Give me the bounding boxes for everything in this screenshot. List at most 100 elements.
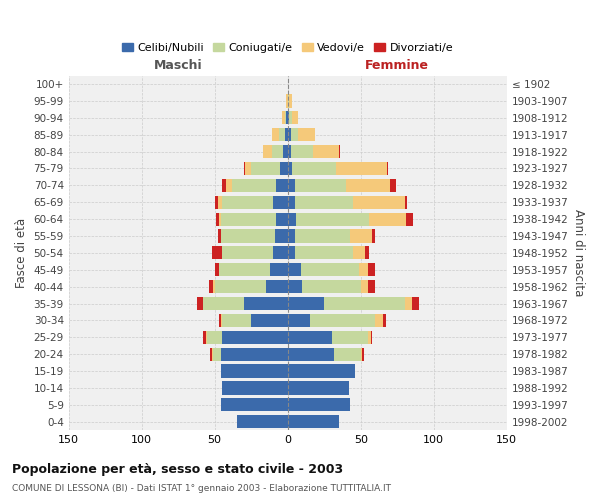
Legend: Celibi/Nubili, Coniugati/e, Vedovi/e, Divorziati/e: Celibi/Nubili, Coniugati/e, Vedovi/e, Di… xyxy=(118,38,458,58)
Bar xyxy=(219,314,221,327)
Bar xyxy=(276,212,287,226)
Bar xyxy=(290,145,313,158)
Bar xyxy=(251,314,287,327)
Bar xyxy=(272,128,279,141)
Bar xyxy=(353,246,365,260)
Bar xyxy=(339,145,340,158)
Bar xyxy=(368,280,376,293)
Bar xyxy=(295,179,346,192)
Bar xyxy=(285,128,287,141)
Bar xyxy=(272,145,283,158)
Bar xyxy=(302,280,361,293)
Bar xyxy=(287,297,324,310)
Bar xyxy=(287,415,339,428)
Bar xyxy=(273,196,287,209)
Bar xyxy=(287,112,289,124)
Y-axis label: Fasce di età: Fasce di età xyxy=(15,218,28,288)
Bar xyxy=(287,348,334,361)
Bar xyxy=(236,415,287,428)
Bar xyxy=(373,230,376,242)
Bar xyxy=(215,196,218,209)
Bar xyxy=(298,128,316,141)
Text: Femmine: Femmine xyxy=(365,60,429,72)
Bar xyxy=(350,230,373,242)
Bar xyxy=(287,94,289,108)
Bar xyxy=(368,330,371,344)
Bar xyxy=(365,246,370,260)
Bar xyxy=(301,263,359,276)
Bar xyxy=(206,330,208,344)
Bar xyxy=(287,398,350,411)
Bar xyxy=(232,179,276,192)
Bar xyxy=(221,398,287,411)
Bar xyxy=(287,196,295,209)
Bar xyxy=(245,162,251,175)
Bar xyxy=(218,196,222,209)
Bar xyxy=(285,112,286,124)
Y-axis label: Anni di nascita: Anni di nascita xyxy=(572,209,585,296)
Bar xyxy=(404,196,407,209)
Bar xyxy=(292,162,336,175)
Bar xyxy=(221,364,287,378)
Bar xyxy=(287,330,331,344)
Bar xyxy=(221,348,287,361)
Bar xyxy=(212,246,222,260)
Bar xyxy=(287,230,295,242)
Bar xyxy=(286,94,287,108)
Text: COMUNE DI LESSONA (BI) - Dati ISTAT 1° gennaio 2003 - Elaborazione TUTTITALIA.IT: COMUNE DI LESSONA (BI) - Dati ISTAT 1° g… xyxy=(12,484,391,493)
Bar xyxy=(287,246,295,260)
Text: Popolazione per età, sesso e stato civile - 2003: Popolazione per età, sesso e stato civil… xyxy=(12,462,343,475)
Bar xyxy=(280,162,287,175)
Bar xyxy=(221,230,275,242)
Bar xyxy=(390,179,396,192)
Bar xyxy=(346,179,390,192)
Bar xyxy=(362,348,364,361)
Bar xyxy=(222,179,226,192)
Bar xyxy=(276,179,287,192)
Bar xyxy=(203,297,244,310)
Bar xyxy=(221,314,222,327)
Bar xyxy=(221,212,276,226)
Bar xyxy=(404,297,412,310)
Bar xyxy=(222,196,273,209)
Bar xyxy=(313,145,339,158)
Bar xyxy=(287,280,302,293)
Bar xyxy=(289,94,292,108)
Bar xyxy=(324,297,404,310)
Bar xyxy=(211,348,212,361)
Bar xyxy=(290,128,298,141)
Bar xyxy=(244,297,287,310)
Bar xyxy=(370,212,406,226)
Bar xyxy=(383,314,386,327)
Bar xyxy=(208,330,222,344)
Bar xyxy=(287,128,290,141)
Bar xyxy=(197,297,203,310)
Text: Maschi: Maschi xyxy=(154,60,202,72)
Bar xyxy=(331,330,368,344)
Bar xyxy=(368,263,376,276)
Bar xyxy=(212,348,213,361)
Bar xyxy=(359,263,368,276)
Bar xyxy=(279,128,285,141)
Bar xyxy=(244,162,245,175)
Bar xyxy=(222,314,251,327)
Bar xyxy=(287,179,295,192)
Bar xyxy=(361,280,368,293)
Bar xyxy=(287,382,349,394)
Bar xyxy=(216,212,219,226)
Bar xyxy=(334,348,361,361)
Bar xyxy=(287,212,296,226)
Bar xyxy=(273,246,287,260)
Bar xyxy=(282,112,285,124)
Bar xyxy=(287,314,310,327)
Bar xyxy=(295,230,350,242)
Bar xyxy=(289,112,292,124)
Bar xyxy=(295,196,353,209)
Bar xyxy=(310,314,376,327)
Bar xyxy=(213,280,215,293)
Bar xyxy=(287,145,290,158)
Bar xyxy=(406,212,413,226)
Bar xyxy=(287,162,292,175)
Bar xyxy=(251,162,280,175)
Bar xyxy=(295,246,353,260)
